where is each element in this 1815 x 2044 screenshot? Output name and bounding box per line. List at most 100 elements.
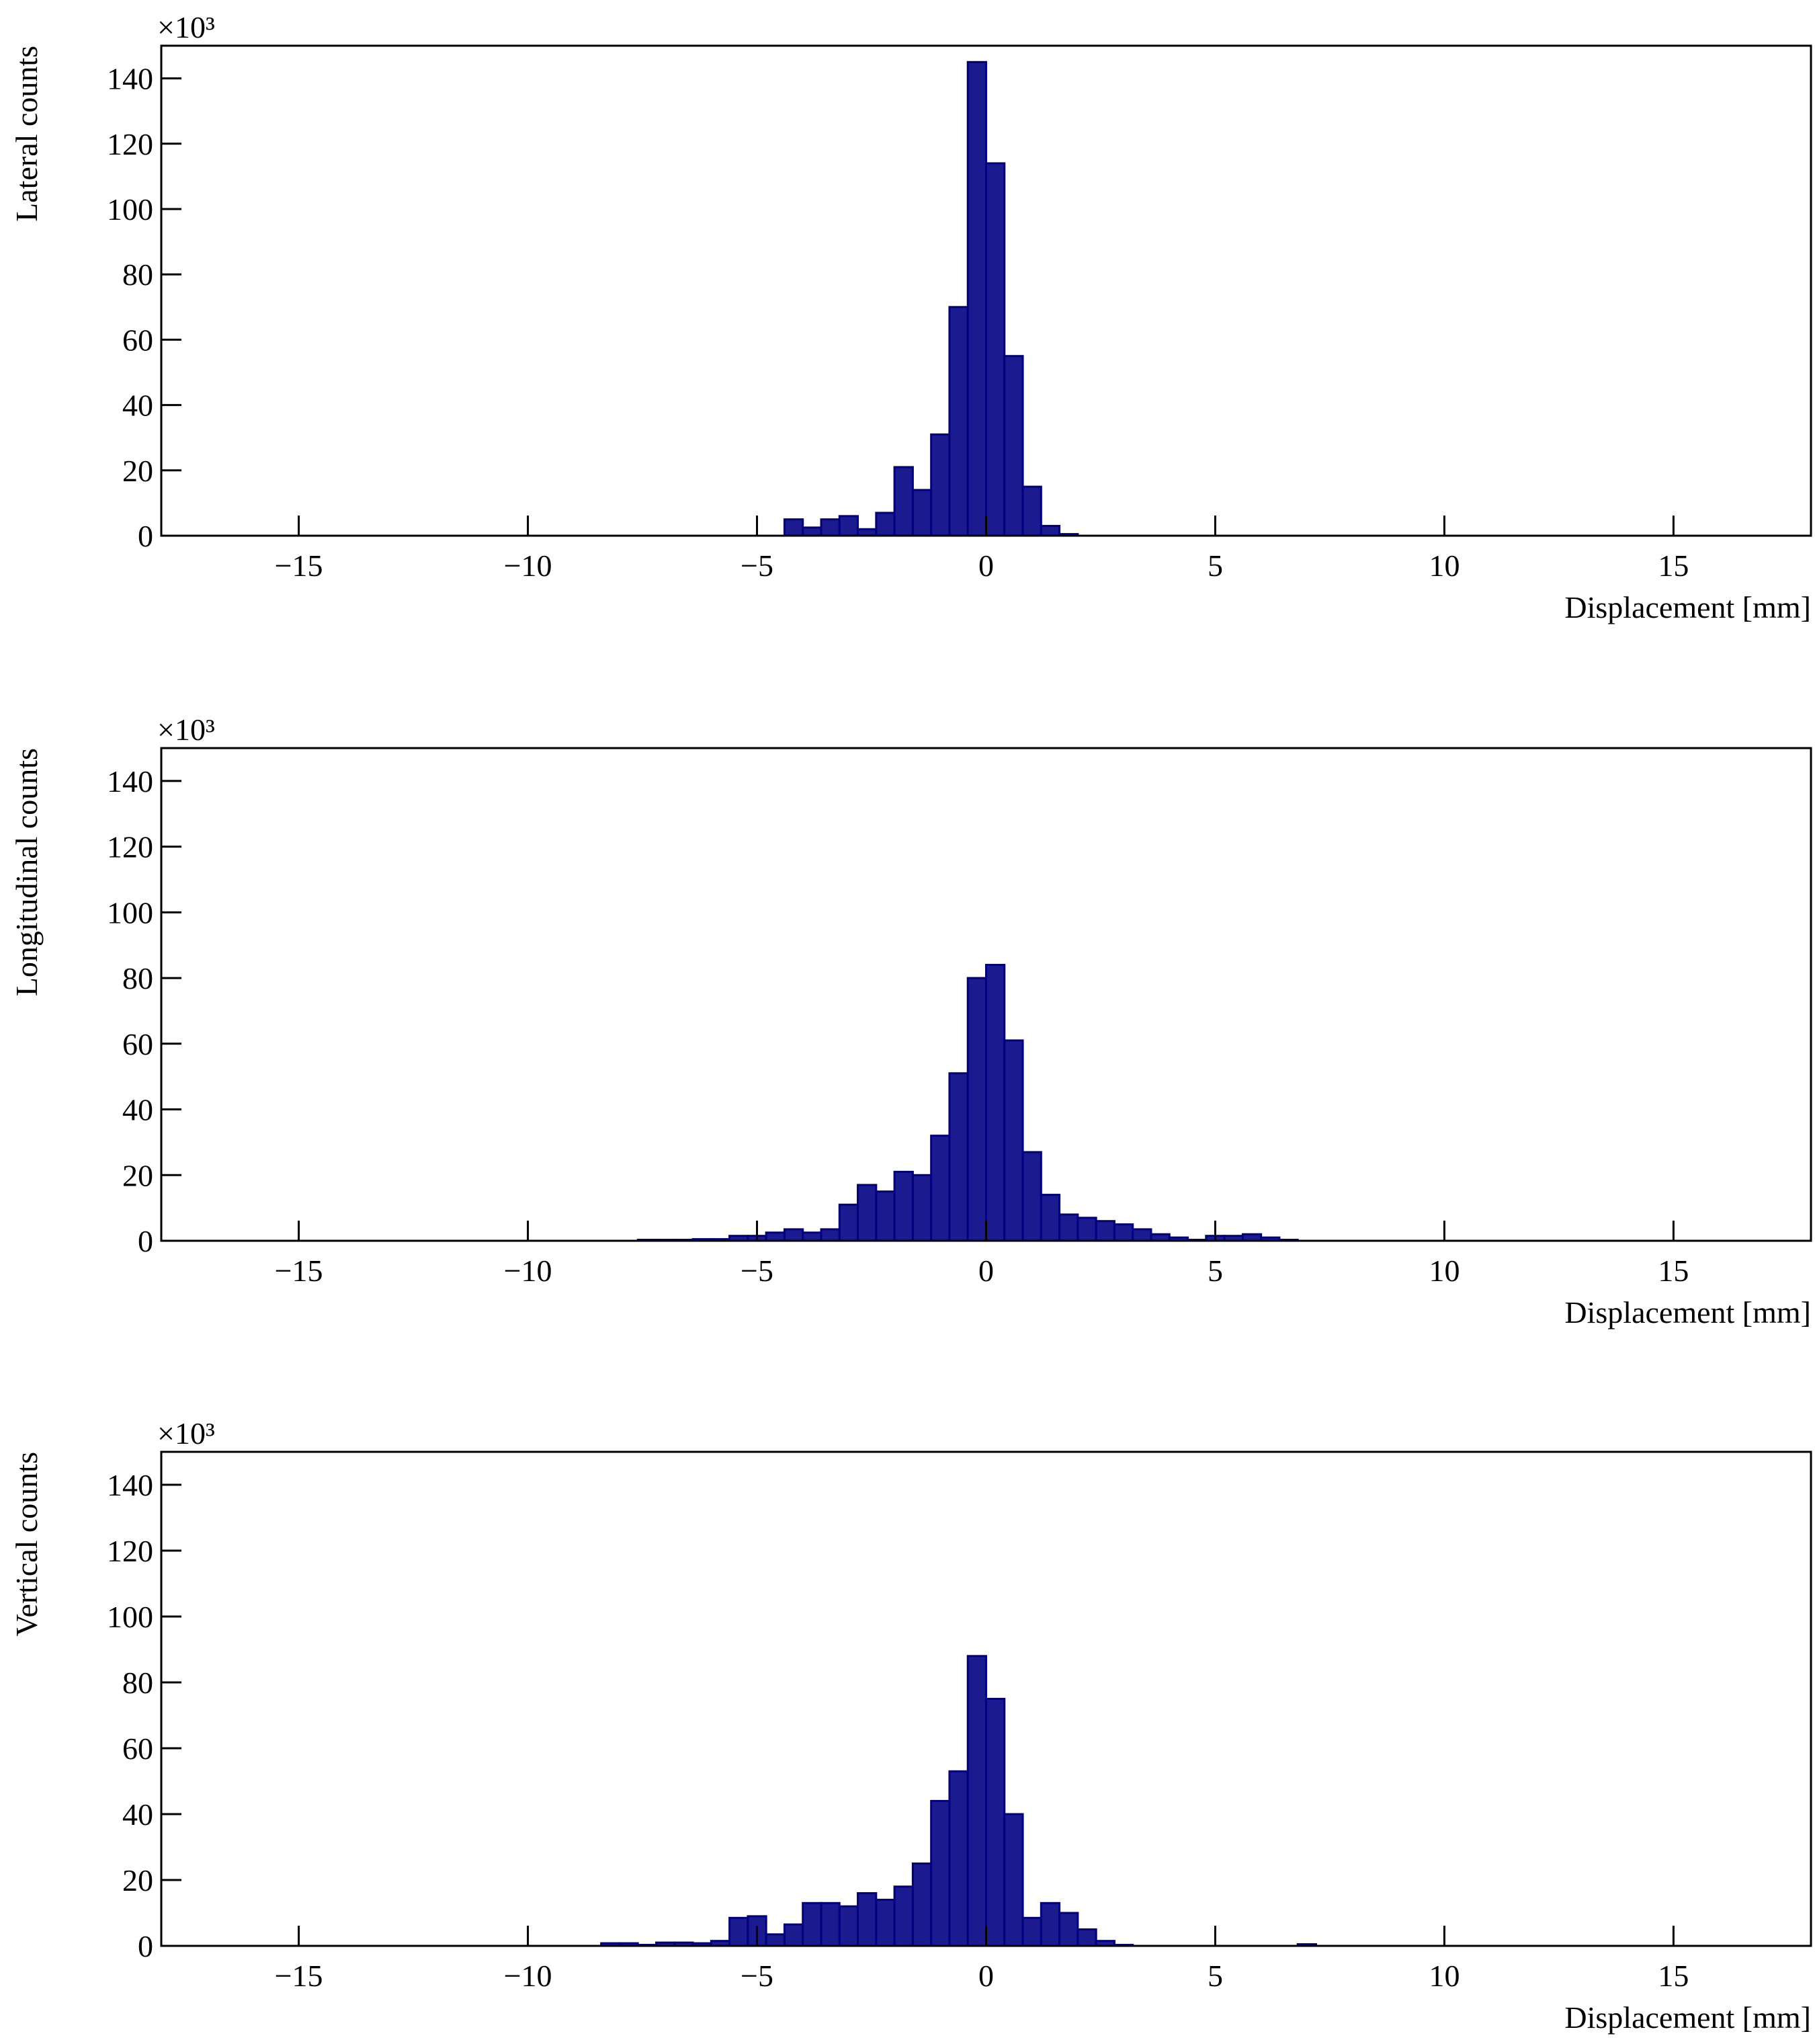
bar — [1040, 524, 1061, 537]
y-tick-label: 60 — [122, 1731, 153, 1766]
x-tick-label: 15 — [1658, 1959, 1689, 1993]
bar — [1040, 1902, 1061, 1947]
y-tick-label: 140 — [107, 62, 153, 96]
x-tick-label: 10 — [1429, 548, 1460, 583]
x-tick-label: 15 — [1658, 1254, 1689, 1288]
bar — [930, 1135, 951, 1242]
y-axis-label: Longitudinal counts — [9, 748, 44, 996]
bar — [857, 1184, 878, 1242]
panel: 0 20 40 60 80 100 120 140 −15 −10 −5 0 5 10 15 Displace… — [9, 10, 1812, 624]
bar — [820, 518, 841, 537]
x-tick-label: 0 — [978, 548, 994, 583]
bar — [985, 964, 1006, 1242]
bar — [930, 433, 951, 537]
y-multiplier: ×10³ — [157, 10, 215, 44]
y-tick-label: 0 — [138, 1224, 153, 1258]
x-tick-label: 5 — [1208, 1254, 1223, 1288]
x-tick-label: −15 — [275, 1254, 323, 1288]
y-tick-label: 40 — [122, 389, 153, 423]
panel: 0 20 40 60 80 100 120 140 −15 −10 −5 0 5 10 15 Displace… — [9, 1416, 1812, 2035]
bar — [1113, 1223, 1134, 1242]
bar — [893, 466, 914, 537]
y-tick-label: 20 — [122, 1158, 153, 1192]
y-tick-label: 100 — [107, 895, 153, 930]
x-tick-label: −5 — [741, 1959, 773, 1993]
y-tick-label: 20 — [122, 1863, 153, 1897]
bar — [1058, 1912, 1079, 1947]
x-tick-label: 10 — [1429, 1254, 1460, 1288]
y-tick-label: 60 — [122, 1027, 153, 1061]
bar — [911, 1174, 933, 1242]
bar — [1021, 485, 1042, 537]
x-axis-label: Displacement [mm] — [1564, 1295, 1811, 1330]
bar — [1040, 1194, 1061, 1242]
bar — [802, 1902, 822, 1947]
bar — [1058, 1213, 1079, 1242]
bar — [783, 1923, 804, 1947]
y-tick-label: 120 — [107, 830, 153, 864]
y-tick-label: 40 — [122, 1797, 153, 1832]
bar — [820, 1228, 841, 1242]
x-tick-label: 10 — [1429, 1959, 1460, 1993]
bar — [838, 1905, 859, 1947]
x-tick-label: −10 — [504, 548, 552, 583]
x-tick-label: −15 — [275, 548, 323, 583]
bar — [966, 1655, 987, 1947]
x-tick-label: −10 — [504, 1959, 552, 1993]
x-tick-label: 0 — [978, 1959, 994, 1993]
bar — [911, 489, 933, 537]
bar — [838, 515, 859, 537]
x-tick-label: 5 — [1208, 1959, 1223, 1993]
y-multiplier: ×10³ — [157, 712, 215, 747]
bar — [966, 60, 987, 537]
x-tick-label: −15 — [275, 1959, 323, 1993]
bar — [875, 1898, 896, 1947]
y-tick-label: 0 — [138, 1929, 153, 1963]
y-tick-label: 140 — [107, 764, 153, 799]
bar — [765, 1933, 786, 1947]
y-tick-label: 100 — [107, 192, 153, 227]
y-tick-label: 100 — [107, 1600, 153, 1634]
x-tick-label: −5 — [741, 548, 773, 583]
y-tick-label: 120 — [107, 1534, 153, 1568]
bar — [1003, 1813, 1024, 1947]
y-tick-label: 80 — [122, 961, 153, 995]
bar — [728, 1916, 749, 1947]
bar — [893, 1885, 914, 1947]
y-tick-label: 60 — [122, 323, 153, 357]
bar — [948, 306, 969, 537]
bar — [802, 1231, 822, 1242]
bar — [783, 518, 804, 537]
bar — [930, 1799, 951, 1947]
y-axis-label: Lateral counts — [9, 46, 44, 222]
bar — [1003, 1039, 1024, 1242]
bar — [838, 1203, 859, 1242]
y-tick-label: 0 — [138, 519, 153, 553]
bar — [985, 1698, 1006, 1947]
bar — [948, 1072, 969, 1242]
bar — [911, 1863, 933, 1947]
y-axis-label: Vertical counts — [9, 1452, 44, 1637]
x-axis-label: Displacement [mm] — [1564, 590, 1811, 624]
y-tick-label: 80 — [122, 1666, 153, 1700]
bar — [1021, 1151, 1042, 1242]
bar — [948, 1770, 969, 1947]
bar — [985, 162, 1006, 537]
x-tick-label: 15 — [1658, 548, 1689, 583]
bar — [783, 1228, 804, 1242]
x-tick-label: −5 — [741, 1254, 773, 1288]
bar — [966, 977, 987, 1242]
y-multiplier: ×10³ — [157, 1416, 215, 1450]
bar — [1132, 1228, 1152, 1242]
bar — [765, 1231, 786, 1242]
bar — [875, 512, 896, 537]
bar — [1077, 1217, 1097, 1242]
bar — [893, 1170, 914, 1242]
x-axis-label: Displacement [mm] — [1564, 2000, 1811, 2035]
x-tick-label: −10 — [504, 1254, 552, 1288]
bar — [820, 1902, 841, 1947]
bar — [802, 526, 822, 537]
bar — [875, 1190, 896, 1242]
x-tick-label: 5 — [1208, 548, 1223, 583]
